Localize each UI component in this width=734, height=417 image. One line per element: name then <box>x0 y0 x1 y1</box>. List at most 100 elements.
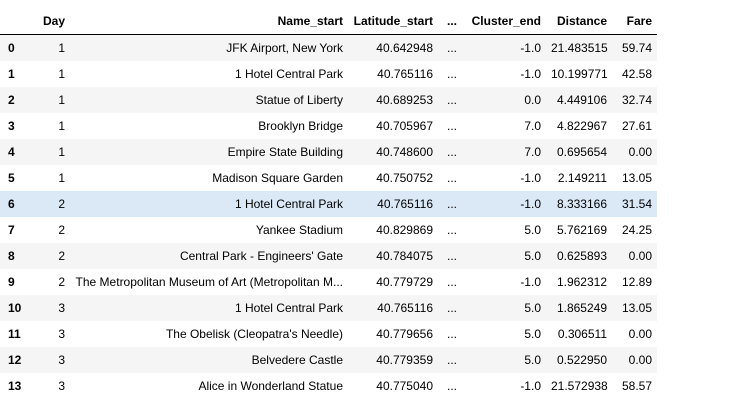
cell-ellipsis: ... <box>446 41 457 55</box>
cell-fare: 13.05 <box>621 301 652 315</box>
cell-distance: 21.572938 <box>551 379 608 393</box>
cell-ellipsis: ... <box>446 353 457 367</box>
cell-latitude-start: 40.775040 <box>376 379 433 393</box>
column-header-fare: Fare <box>612 7 657 35</box>
table-row: 12 3 Belvedere Castle 40.779359... 5.0 0.5229… <box>0 347 657 373</box>
row-index: 8 <box>8 249 15 263</box>
row-index: 9 <box>8 275 15 289</box>
cell-fare: 58.57 <box>621 379 652 393</box>
cell-distance: 0.522950 <box>556 353 607 367</box>
cell-fare: 27.61 <box>621 119 652 133</box>
row-index: 11 <box>8 327 21 341</box>
cell-latitude-start: 40.829869 <box>376 223 433 237</box>
cell-fare: 31.54 <box>621 197 652 211</box>
cell-distance: 4.822967 <box>556 119 607 133</box>
cell-cluster-end: -1.0 <box>520 171 541 185</box>
cell-cluster-end: 7.0 <box>524 119 541 133</box>
cell-name-start: Belvedere Castle <box>251 353 343 367</box>
cell-name-start: Madison Square Garden <box>212 171 343 185</box>
cell-cluster-end: 7.0 <box>524 145 541 159</box>
cell-day: 1 <box>58 171 65 185</box>
cell-day: 2 <box>58 275 65 289</box>
cell-cluster-end: -1.0 <box>520 41 541 55</box>
cell-latitude-start: 40.705967 <box>376 119 433 133</box>
cell-ellipsis: ... <box>446 197 457 211</box>
cell-ellipsis: ... <box>446 249 457 263</box>
cell-distance: 0.306511 <box>557 327 607 341</box>
cell-fare: 13.05 <box>621 171 652 185</box>
row-index: 2 <box>8 93 15 107</box>
cell-fare: 59.74 <box>621 41 652 55</box>
column-header-ellipsis: ... <box>438 7 466 35</box>
cell-ellipsis: ... <box>446 145 457 159</box>
cell-name-start: Central Park - Engineers' Gate <box>179 249 343 263</box>
table-row: 2 1 Statue of Liberty 40.689253... 0.0 4.4491… <box>0 87 657 113</box>
table-row: 4 1 Empire State Building 40.748600... 7.0 0.… <box>0 139 657 165</box>
table-row: 10 3 1 Hotel Central Park 40.765116... 5.0 1.… <box>0 295 657 321</box>
cell-ellipsis: ... <box>446 67 457 81</box>
cell-distance: 10.199771 <box>551 67 608 81</box>
cell-day: 2 <box>58 197 65 211</box>
cell-fare: 0.00 <box>628 145 652 159</box>
cell-latitude-start: 40.689253 <box>376 93 433 107</box>
row-index: 3 <box>8 119 15 133</box>
cell-latitude-start: 40.765116 <box>377 301 433 315</box>
cell-ellipsis: ... <box>446 93 457 107</box>
cell-distance: 1.865249 <box>556 301 607 315</box>
cell-fare: 0.00 <box>628 327 652 341</box>
cell-name-start: Statue of Liberty <box>255 93 343 107</box>
row-index: 5 <box>8 171 15 185</box>
cell-fare: 42.58 <box>621 67 652 81</box>
cell-distance: 8.333166 <box>556 197 607 211</box>
cell-name-start: Yankee Stadium <box>255 223 343 237</box>
row-index: 1 <box>8 67 15 81</box>
table-row: 5 1 Madison Square Garden 40.750752... -1.0 2… <box>0 165 657 191</box>
cell-day: 3 <box>58 327 65 341</box>
cell-cluster-end: -1.0 <box>520 379 541 393</box>
cell-name-start: 1 Hotel Central Park <box>234 301 343 315</box>
cell-ellipsis: ... <box>446 275 457 289</box>
cell-day: 1 <box>58 145 65 159</box>
column-header-day: Day <box>33 7 70 35</box>
cell-distance: 0.625893 <box>556 249 607 263</box>
table-row: 1 1 1 Hotel Central Park 40.765116... -1.0 10… <box>0 61 657 87</box>
cell-cluster-end: 5.0 <box>524 223 541 237</box>
cell-cluster-end: 0.0 <box>524 93 541 107</box>
cell-fare: 12.89 <box>621 275 652 289</box>
cell-latitude-start: 40.784075 <box>376 249 433 263</box>
cell-cluster-end: -1.0 <box>520 197 541 211</box>
cell-day: 3 <box>58 301 65 315</box>
cell-distance: 21.483515 <box>551 41 608 55</box>
table-row: 11 3 The Obelisk (Cleopatra's Needle) 40.77… <box>0 321 657 347</box>
column-header-cluster-end: Cluster_end <box>466 7 546 35</box>
cell-name-start: Empire State Building <box>227 145 343 159</box>
header-row: Day Name_start Latitude_start ... Cluste… <box>0 7 657 35</box>
row-index: 7 <box>8 223 15 237</box>
column-header-latitude-start: Latitude_start <box>348 7 438 35</box>
row-index: 0 <box>8 41 15 55</box>
cell-day: 2 <box>58 249 65 263</box>
cell-day: 1 <box>58 119 65 133</box>
table-row: 6 2 1 Hotel Central Park 40.765116... -1.0 8.… <box>0 191 657 217</box>
cell-latitude-start: 40.750752 <box>376 171 433 185</box>
cell-ellipsis: ... <box>446 119 457 133</box>
cell-name-start: 1 Hotel Central Park <box>234 197 343 211</box>
index-header <box>0 7 33 35</box>
cell-name-start: The Metropolitan Museum of Art (Metropol… <box>75 275 343 289</box>
cell-latitude-start: 40.779729 <box>376 275 433 289</box>
cell-latitude-start: 40.642948 <box>376 41 433 55</box>
cell-ellipsis: ... <box>446 171 457 185</box>
table-row: 13 3 Alice in Wonderland Statue 40.775040..… <box>0 373 657 399</box>
dataframe-output: Day Name_start Latitude_start ... Cluste… <box>0 7 657 399</box>
cell-name-start: The Obelisk (Cleopatra's Needle) <box>165 327 343 341</box>
cell-cluster-end: -1.0 <box>520 275 541 289</box>
cell-fare: 0.00 <box>628 353 652 367</box>
cell-day: 2 <box>58 223 65 237</box>
cell-latitude-start: 40.765116 <box>377 197 433 211</box>
column-header-distance: Distance <box>546 7 612 35</box>
cell-ellipsis: ... <box>446 223 457 237</box>
dataframe-table: Day Name_start Latitude_start ... Cluste… <box>0 7 657 399</box>
cell-fare: 0.00 <box>628 249 652 263</box>
cell-day: 3 <box>58 353 65 367</box>
cell-latitude-start: 40.779359 <box>376 353 433 367</box>
